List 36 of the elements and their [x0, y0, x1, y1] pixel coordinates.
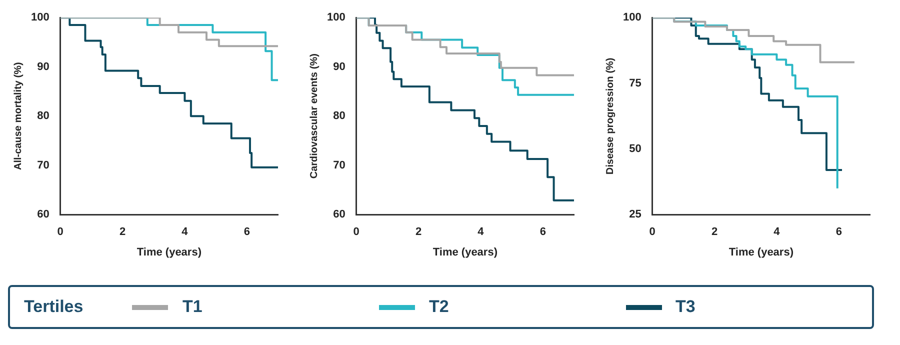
- legend-label: T2: [428, 297, 449, 317]
- y-tick-label: 90: [333, 60, 346, 73]
- y-tick-label: 50: [629, 142, 642, 155]
- x-tick-label: 6: [836, 226, 842, 238]
- x-tick-label: 4: [774, 226, 781, 238]
- y-tick-label: 60: [37, 208, 50, 221]
- legend-label: T3: [676, 297, 696, 317]
- y-tick-label: 75: [629, 77, 642, 90]
- x-tick-label: 0: [649, 226, 656, 238]
- x-axis-title: Time (years): [136, 246, 202, 258]
- x-tick-label: 6: [540, 226, 546, 238]
- x-tick-label: 0: [353, 226, 360, 238]
- y-tick-label: 80: [333, 110, 346, 122]
- y-tick-label: 100: [622, 12, 642, 24]
- y-axis-title: Cardiovascular events (%): [308, 54, 320, 179]
- y-tick-label: 25: [629, 208, 642, 221]
- x-tick-label: 4: [478, 226, 485, 238]
- x-axis-title: Time (years): [432, 246, 498, 258]
- legend-label: T1: [182, 297, 202, 317]
- y-tick-label: 80: [37, 110, 50, 122]
- x-tick-label: 2: [119, 226, 126, 238]
- y-axis-title: Disease progression (%): [604, 58, 616, 174]
- y-tick-label: 90: [37, 60, 50, 73]
- x-tick-label: 6: [244, 226, 250, 238]
- x-tick-label: 2: [711, 226, 718, 238]
- x-tick-label: 4: [182, 226, 189, 238]
- legend-title: Tertiles: [24, 297, 84, 317]
- y-tick-label: 60: [333, 208, 346, 221]
- y-tick-label: 70: [37, 159, 50, 172]
- x-tick-label: 2: [415, 226, 422, 238]
- y-tick-label: 100: [326, 12, 346, 24]
- y-tick-label: 100: [30, 12, 50, 24]
- y-tick-label: 70: [333, 159, 346, 172]
- y-axis-title: All-cause mortality (%): [12, 62, 24, 170]
- x-axis-title: Time (years): [728, 246, 794, 258]
- x-tick-label: 0: [57, 226, 64, 238]
